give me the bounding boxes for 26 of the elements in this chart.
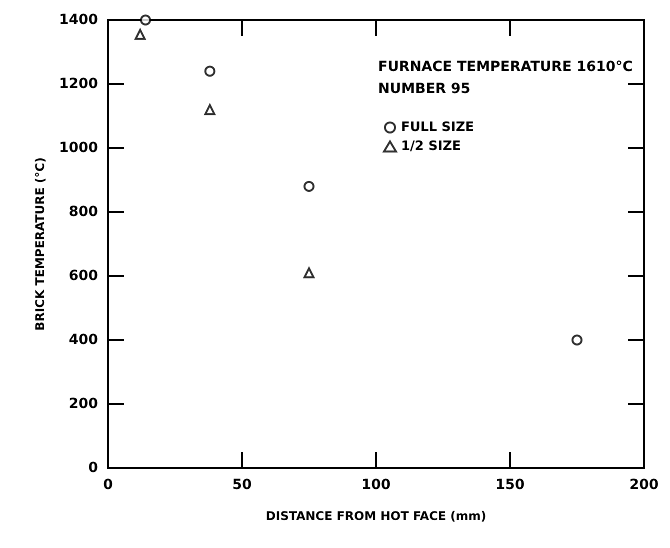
x-tick-label: 100: [361, 477, 391, 493]
x-axis-title: DISTANCE FROM HOT FACE (mm): [266, 509, 486, 523]
y-tick-label: 600: [68, 268, 98, 284]
point: [134, 28, 146, 40]
y-tick-label: 800: [68, 204, 98, 220]
point: [204, 104, 216, 116]
x-tick-label: 0: [103, 477, 114, 493]
legend-label: 1/2 SIZE: [401, 139, 461, 154]
point: [304, 180, 314, 192]
point: [204, 66, 216, 77]
point: [572, 334, 582, 346]
y-tick-label: 1000: [59, 140, 98, 156]
y-tick-label: 400: [68, 332, 98, 348]
legend-label: FULL SIZE: [401, 120, 474, 135]
y-tick-label: 200: [68, 396, 98, 412]
point: [140, 14, 152, 26]
x-tick-label: 50: [232, 477, 252, 493]
annotation: FURNACE TEMPERATURE 1610°C: [378, 59, 633, 75]
annotation: NUMBER 95: [378, 81, 470, 97]
y-tick-label: 1200: [59, 76, 98, 92]
point: [304, 267, 314, 278]
y-tick-label: 1400: [59, 12, 98, 28]
x-tick-label: 200: [629, 477, 659, 493]
y-axis-title: BRICK TEMPERATURE (°C): [33, 157, 47, 331]
x-tick-label: 150: [495, 477, 525, 493]
y-tick-label: 0: [88, 460, 98, 476]
